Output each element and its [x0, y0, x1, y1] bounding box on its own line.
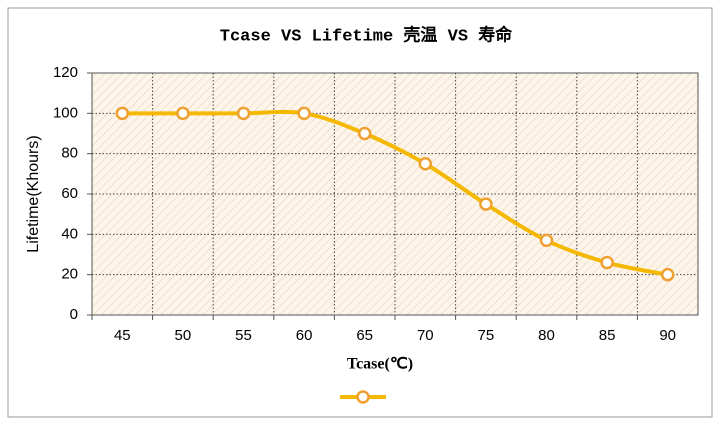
x-tick-label: 85: [599, 327, 616, 344]
y-tick-label: 100: [53, 104, 78, 121]
y-tick-label: 20: [61, 266, 78, 283]
point: [600, 255, 614, 270]
legend: [340, 390, 386, 404]
point: [297, 106, 311, 121]
y-tick-label: 40: [61, 225, 78, 242]
x-tick-label: 50: [175, 327, 192, 344]
y-tick-label: 60: [61, 185, 78, 202]
y-axis-label: Lifetime(Khours): [25, 135, 42, 252]
point: [176, 106, 190, 121]
x-tick-label: 60: [296, 327, 313, 344]
x-tick-label: 65: [356, 327, 373, 344]
x-tick-label: 55: [235, 327, 252, 344]
x-tick-label: 80: [538, 327, 555, 344]
point: [418, 157, 433, 171]
point: [539, 233, 554, 248]
x-axis-label: Tcase(℃): [347, 356, 413, 373]
y-tick-label: 80: [61, 145, 78, 162]
x-tick-label: 45: [114, 327, 131, 344]
y-tick-label: 0: [70, 306, 78, 323]
point: [357, 126, 372, 141]
x-tick-label: 75: [478, 327, 495, 344]
point: [115, 106, 130, 121]
x-tick-label: 70: [417, 327, 434, 344]
y-tick-label: 120: [53, 64, 78, 81]
point: [236, 106, 251, 121]
legend-marker: [356, 390, 370, 404]
point: [660, 267, 675, 282]
x-tick-label: 90: [659, 327, 676, 344]
series-line: [122, 109, 669, 277]
point: [479, 197, 493, 211]
chart-title: Tcase VS Lifetime 壳温 VS 寿命: [220, 24, 513, 46]
